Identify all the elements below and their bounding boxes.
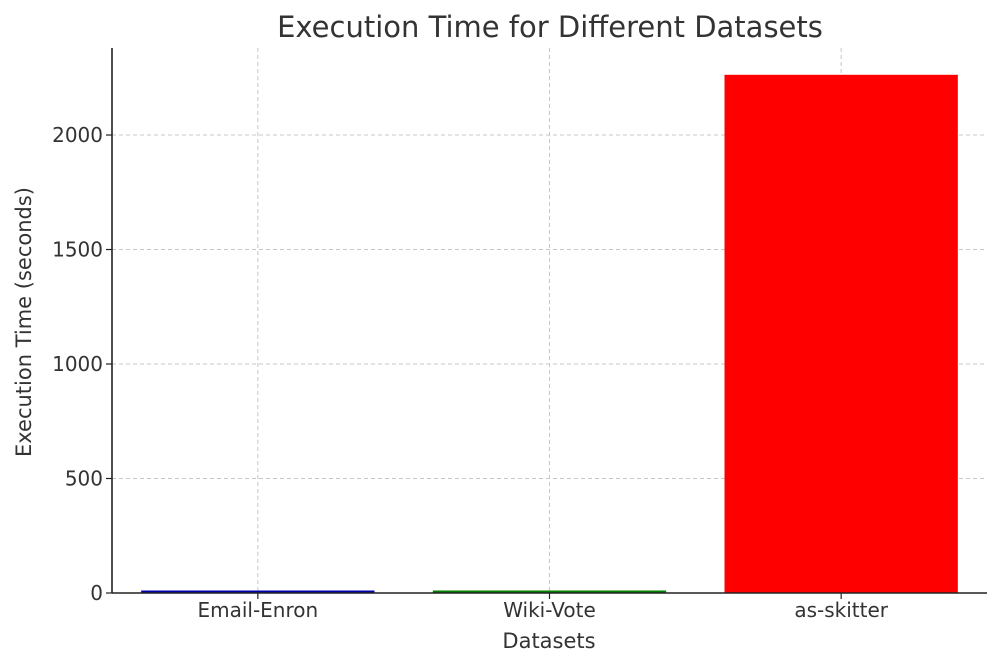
y-tick-label: 1500 [52, 238, 103, 262]
bar-wiki-vote [432, 590, 667, 593]
y-tick-label: 2000 [52, 123, 103, 147]
bar-as-skitter [724, 74, 958, 594]
y-axis-ticks: 0 500 1000 1500 2000 [52, 123, 112, 605]
x-axis-label: Datasets [502, 629, 595, 653]
x-tick-label: as-skitter [794, 598, 888, 622]
y-axis-label: Execution Time (seconds) [12, 187, 36, 457]
bars [141, 74, 958, 594]
bar-email-enron [141, 590, 375, 593]
x-tick-label: Email-Enron [197, 598, 318, 622]
x-tick-label: Wiki-Vote [503, 598, 596, 622]
y-tick-label: 0 [90, 581, 103, 605]
chart-title: Execution Time for Different Datasets [277, 10, 823, 44]
x-axis-ticks: Email-Enron Wiki-Vote as-skitter [197, 593, 889, 622]
y-tick-label: 500 [65, 467, 103, 491]
y-tick-label: 1000 [52, 352, 103, 376]
